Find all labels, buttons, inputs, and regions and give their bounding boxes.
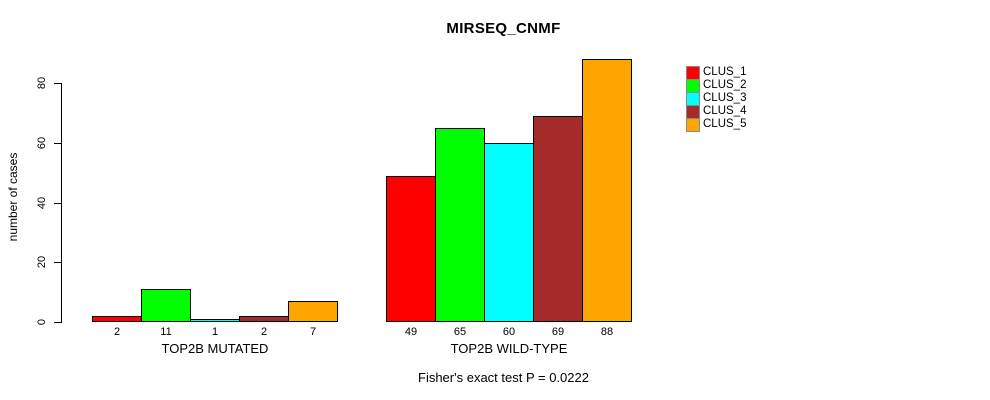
chart-title: MIRSEQ_CNMF <box>446 20 561 37</box>
y-tick-mark <box>54 262 62 263</box>
y-tick-label: 60 <box>36 136 48 150</box>
bar-clus_3 <box>190 319 240 322</box>
legend-label: CLUS_1 <box>703 66 747 78</box>
x-axis-group-label: TOP2B WILD-TYPE <box>450 341 568 356</box>
y-tick-label: 40 <box>36 196 48 210</box>
bar-clus_4 <box>239 316 289 322</box>
bar-value-label: 1 <box>211 326 219 338</box>
legend-label: CLUS_5 <box>703 118 747 130</box>
bar-value-label: 88 <box>600 326 614 338</box>
bar-clus_4 <box>533 116 583 322</box>
bar-clus_3 <box>484 143 534 322</box>
y-tick-mark <box>54 143 62 144</box>
bar-value-label: 2 <box>113 326 121 338</box>
x-axis-group-label: TOP2B MUTATED <box>161 341 269 356</box>
bar-clus_5 <box>288 301 338 322</box>
chart-caption: Fisher's exact test P = 0.0222 <box>418 370 589 385</box>
bar-clus_1 <box>92 316 142 322</box>
y-tick-mark <box>54 322 62 323</box>
legend-label: CLUS_3 <box>703 92 747 104</box>
y-tick-label: 80 <box>36 76 48 90</box>
bar-value-label: 60 <box>502 326 516 338</box>
bar-clus_2 <box>435 128 485 322</box>
bar-clus_5 <box>582 59 632 322</box>
y-tick-mark <box>54 83 62 84</box>
legend-swatch-clus_4 <box>686 105 700 119</box>
legend-swatch-clus_2 <box>686 79 700 93</box>
y-tick-mark <box>54 203 62 204</box>
y-tick-label: 0 <box>36 318 48 326</box>
legend-label: CLUS_4 <box>703 105 747 117</box>
legend-label: CLUS_2 <box>703 79 747 91</box>
bar-value-label: 7 <box>309 326 317 338</box>
bar-clus_1 <box>386 176 436 322</box>
y-tick-label: 20 <box>36 255 48 269</box>
bar-value-label: 11 <box>160 326 172 338</box>
legend-swatch-clus_3 <box>686 92 700 106</box>
bar-value-label: 2 <box>260 326 268 338</box>
legend-swatch-clus_5 <box>686 118 700 132</box>
bar-value-label: 69 <box>551 326 565 338</box>
legend-swatch-clus_1 <box>686 66 700 80</box>
bar-clus_2 <box>141 289 191 322</box>
y-axis-label: number of cases <box>6 152 20 242</box>
bar-value-label: 65 <box>453 326 467 338</box>
bar-value-label: 49 <box>404 326 418 338</box>
